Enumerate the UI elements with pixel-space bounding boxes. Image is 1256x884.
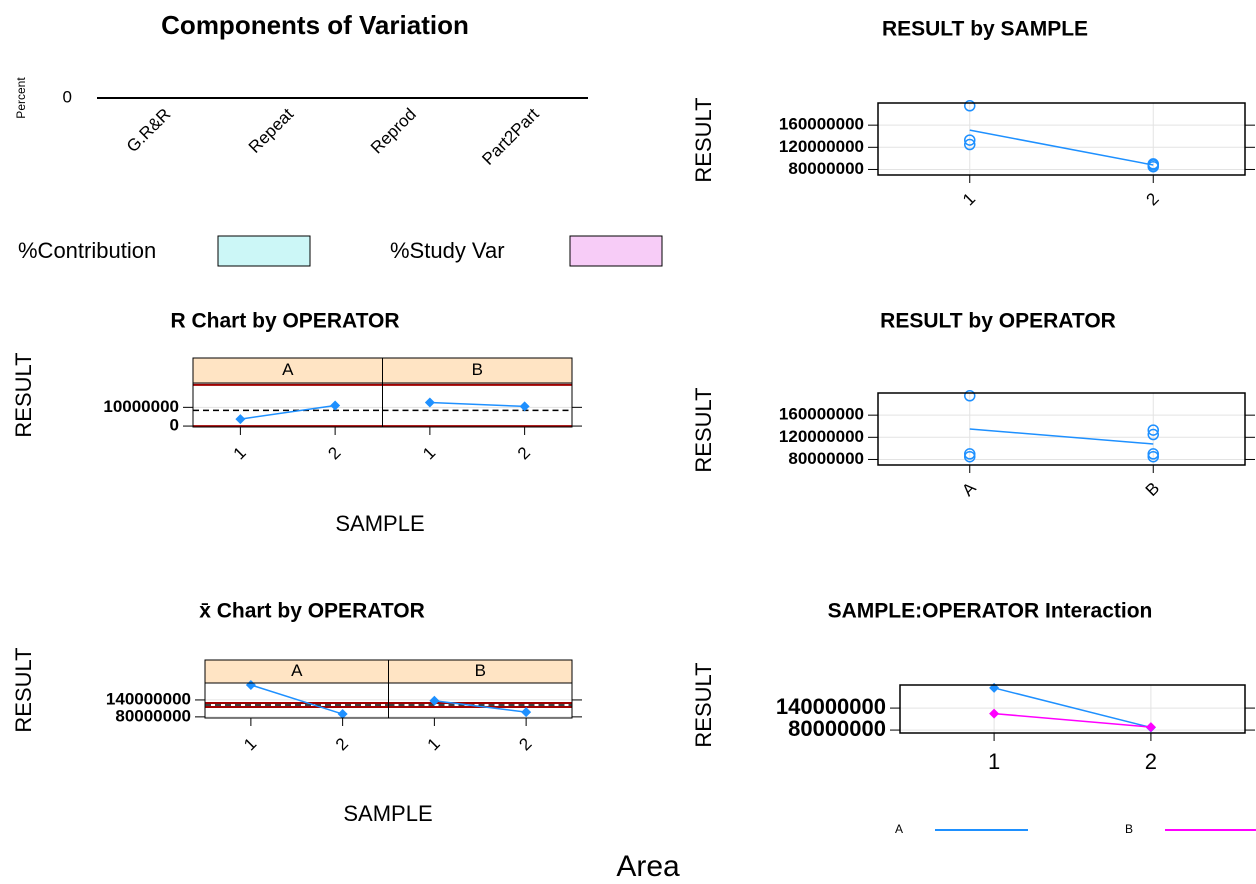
point [330, 400, 341, 411]
y-tick-label: 160000000 [779, 405, 864, 424]
x-axis-label: SAMPLE [335, 511, 424, 536]
chart-title: SAMPLE:OPERATOR Interaction [828, 600, 1153, 623]
legend-label: %Contribution [18, 238, 156, 263]
x-tick-label: Part2Part [478, 104, 542, 168]
x-tick-label: 2 [324, 443, 344, 463]
line [240, 404, 336, 420]
x-tick-label: B [1142, 479, 1163, 500]
line [994, 712, 1151, 728]
point [1145, 722, 1156, 733]
point [337, 709, 348, 720]
point [989, 708, 1000, 719]
point [521, 707, 532, 718]
line [429, 401, 525, 408]
mean-line [969, 428, 1154, 445]
x-tick-label: 2 [1145, 749, 1157, 774]
x-tick-label: Reprod [367, 105, 420, 158]
point [519, 401, 530, 412]
plot-border [899, 684, 1246, 734]
line [434, 700, 527, 713]
y-axis-label: Percent [14, 77, 28, 119]
y-tick-label: 0 [63, 87, 72, 106]
x-tick-label: Repeat [245, 104, 297, 156]
plot-area [878, 393, 1245, 465]
x-tick-label: 1 [959, 189, 979, 209]
y-tick-label: 120000000 [779, 427, 864, 446]
y-axis-label: RESULT [691, 387, 716, 472]
y-axis-label: RESULT [691, 662, 716, 747]
y-tick-label: 140000000 [776, 694, 886, 719]
plot-area [878, 103, 1245, 175]
legend-label: A [895, 822, 903, 836]
point [964, 450, 976, 463]
y-tick-label: 0 [170, 416, 179, 435]
plot-border [877, 392, 1246, 466]
chart-title: RESULT by SAMPLE [882, 18, 1088, 41]
x-tick-label: 1 [424, 734, 444, 754]
point [424, 397, 435, 408]
panel-border [382, 382, 573, 428]
x-tick-label: 2 [515, 734, 535, 754]
x-tick-label: A [958, 478, 980, 500]
y-tick-label: 140000000 [106, 689, 191, 708]
point [964, 134, 976, 146]
chart-title: RESULT by OPERATOR [880, 310, 1116, 333]
y-tick-label: 80000000 [788, 716, 886, 741]
legend-swatch [569, 235, 663, 267]
point [235, 414, 246, 425]
x-tick-label: G.R&R [123, 105, 175, 157]
strip-label: B [475, 661, 486, 680]
chart-title: x̄ Chart by OPERATOR [199, 600, 425, 623]
legend-label: B [1125, 822, 1133, 836]
x-axis-label: SAMPLE [343, 801, 432, 826]
strip-header [192, 357, 383, 384]
x-tick-label: 1 [419, 443, 439, 463]
y-axis-label: RESULT [691, 97, 716, 182]
plot-border [877, 102, 1246, 176]
caption: Area [616, 850, 680, 883]
point [245, 679, 256, 690]
legend-swatch [217, 235, 311, 267]
y-tick-label: 10000000 [103, 397, 179, 416]
point [1147, 450, 1159, 463]
strip-label: A [282, 360, 294, 379]
x-tick-label: 1 [240, 734, 260, 754]
point [1147, 159, 1159, 171]
x-tick-label: 2 [332, 734, 352, 754]
legend-label: %Study Var [390, 238, 505, 263]
point [964, 100, 976, 112]
y-tick-label: 120000000 [779, 137, 864, 156]
y-tick-label: 160000000 [779, 115, 864, 134]
panel-border [388, 682, 573, 719]
y-axis-label: RESULT [11, 647, 36, 732]
line [250, 684, 343, 715]
mean-line [969, 129, 1154, 166]
y-axis-label: RESULT [11, 352, 36, 437]
point [1147, 424, 1159, 436]
point [964, 138, 976, 151]
chart-title: Components of Variation [161, 10, 469, 40]
point [1147, 428, 1159, 441]
x-tick-label: 2 [514, 443, 534, 463]
point [429, 695, 440, 706]
line [993, 687, 1152, 729]
y-tick-label: 80000000 [788, 159, 864, 178]
strip-label: A [291, 661, 303, 680]
x-tick-label: 1 [988, 749, 1000, 774]
plot-area [900, 685, 1245, 733]
point [964, 390, 976, 402]
y-tick-label: 80000000 [788, 449, 864, 468]
x-tick-label: 1 [230, 443, 250, 463]
strip-label: B [472, 360, 483, 379]
chart-title: R Chart by OPERATOR [170, 310, 399, 333]
y-tick-label: 80000000 [115, 706, 191, 725]
x-tick-label: 2 [1142, 189, 1162, 209]
